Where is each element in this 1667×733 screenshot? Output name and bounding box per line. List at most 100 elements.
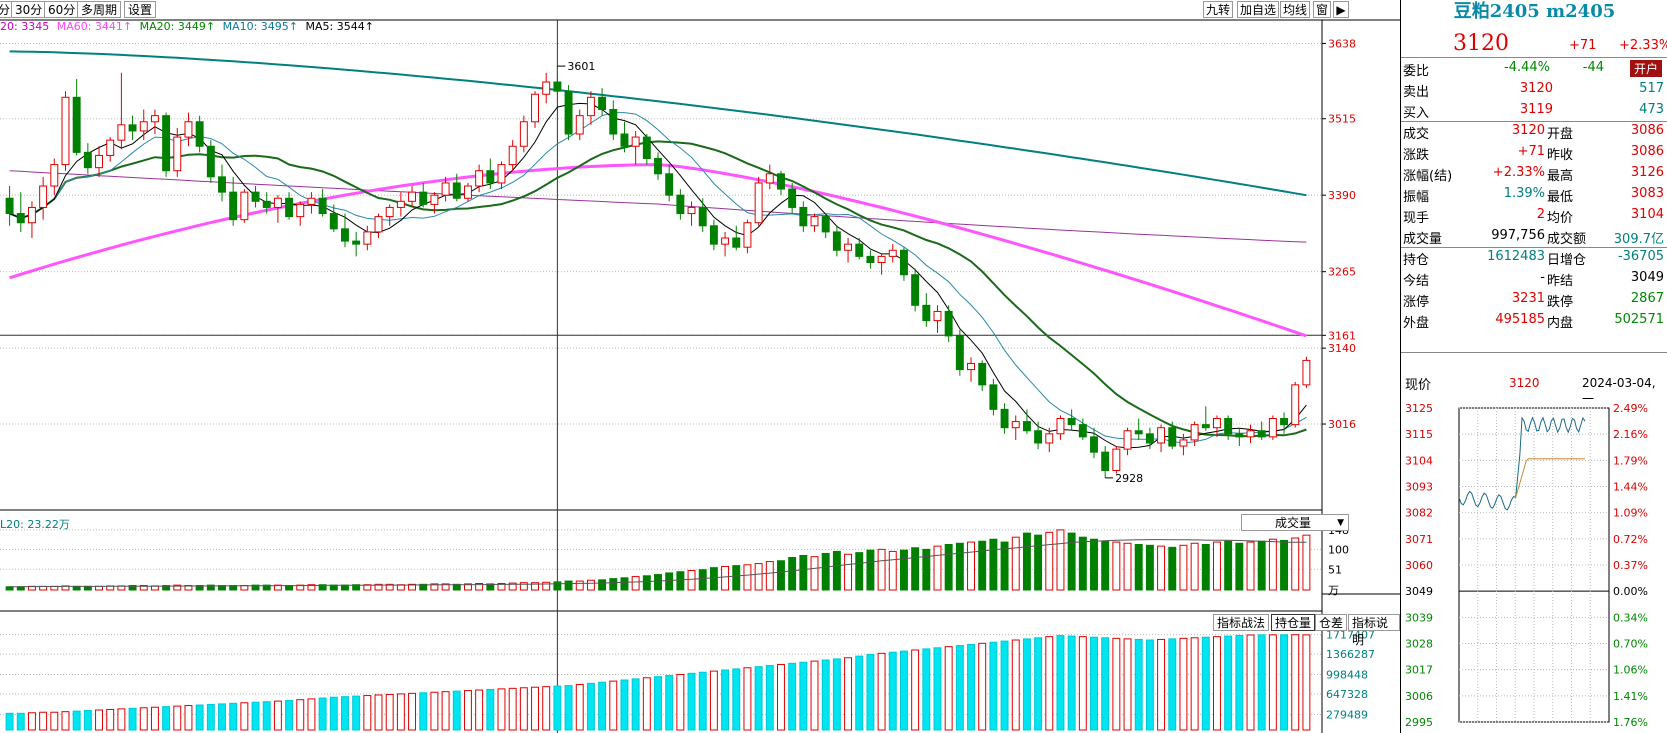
- candle-body[interactable]: [307, 197, 316, 205]
- candle-body[interactable]: [1179, 439, 1188, 447]
- open-interest-bar[interactable]: [139, 707, 148, 731]
- volume-bar[interactable]: [877, 548, 886, 591]
- open-interest-bar[interactable]: [978, 642, 987, 731]
- candle-body[interactable]: [95, 154, 103, 169]
- collapse-arrow-icon[interactable]: ▶: [1333, 1, 1349, 18]
- candle-body[interactable]: [296, 203, 305, 218]
- open-interest-bar[interactable]: [1280, 634, 1289, 731]
- open-interest-bar[interactable]: [810, 660, 819, 731]
- candle-body[interactable]: [1268, 418, 1277, 438]
- volume-bar[interactable]: [1235, 542, 1244, 591]
- candle-body[interactable]: [709, 225, 718, 245]
- open-interest-bar[interactable]: [83, 710, 92, 731]
- volume-bar[interactable]: [318, 584, 327, 591]
- candle-body[interactable]: [654, 157, 662, 175]
- volume-bar[interactable]: [1168, 546, 1177, 591]
- candle-body[interactable]: [463, 185, 472, 199]
- volume-bar[interactable]: [531, 582, 539, 591]
- open-interest-bar[interactable]: [61, 711, 70, 731]
- volume-bar[interactable]: [944, 544, 953, 591]
- candle-body[interactable]: [933, 310, 942, 322]
- volume-bar[interactable]: [777, 560, 785, 591]
- volume-bar[interactable]: [687, 570, 696, 591]
- open-interest-bar[interactable]: [519, 687, 528, 731]
- volume-bar[interactable]: [788, 557, 797, 591]
- open-interest-bar[interactable]: [1235, 635, 1244, 731]
- open-interest-bar[interactable]: [620, 679, 629, 731]
- open-interest-bar[interactable]: [955, 645, 964, 731]
- candle-body[interactable]: [665, 173, 674, 196]
- volume-bar[interactable]: [698, 569, 707, 591]
- open-interest-bar[interactable]: [150, 706, 159, 731]
- candle-body[interactable]: [855, 243, 864, 257]
- candle-body[interactable]: [967, 362, 975, 371]
- candle-body[interactable]: [218, 176, 226, 193]
- open-interest-bar[interactable]: [430, 691, 439, 731]
- volume-bar[interactable]: [1257, 540, 1266, 591]
- candle-body[interactable]: [162, 115, 171, 172]
- candle-body[interactable]: [531, 93, 539, 123]
- candle-body[interactable]: [553, 81, 562, 92]
- open-interest-bar[interactable]: [486, 688, 495, 731]
- open-interest-bar[interactable]: [240, 702, 249, 731]
- open-interest-bar[interactable]: [5, 712, 14, 731]
- volume-bar[interactable]: [553, 581, 562, 591]
- open-interest-bar[interactable]: [575, 683, 584, 731]
- volume-bar[interactable]: [430, 583, 439, 591]
- candle-body[interactable]: [1224, 418, 1233, 435]
- candle-body[interactable]: [229, 191, 238, 221]
- volume-bar[interactable]: [173, 584, 182, 591]
- volume-bar[interactable]: [285, 585, 294, 591]
- open-interest-bar[interactable]: [642, 677, 651, 731]
- candle-body[interactable]: [944, 310, 953, 337]
- candle-body[interactable]: [1101, 451, 1110, 472]
- open-interest-bar[interactable]: [676, 673, 685, 731]
- open-interest-bar[interactable]: [754, 666, 763, 731]
- open-interest-bar[interactable]: [39, 711, 48, 731]
- candle-body[interactable]: [83, 151, 92, 169]
- volume-bar[interactable]: [352, 584, 361, 591]
- candle-body[interactable]: [452, 182, 461, 199]
- candle-body[interactable]: [27, 206, 36, 224]
- open-interest-bar[interactable]: [631, 678, 640, 731]
- open-interest-bar[interactable]: [497, 688, 506, 731]
- candle-body[interactable]: [486, 170, 495, 184]
- open-interest-bar[interactable]: [777, 663, 785, 731]
- volume-bar[interactable]: [1022, 532, 1031, 591]
- open-interest-bar[interactable]: [262, 701, 271, 731]
- candle-body[interactable]: [396, 200, 405, 208]
- volume-bar[interactable]: [654, 574, 662, 591]
- open-interest-bar[interactable]: [173, 705, 182, 731]
- volume-bar[interactable]: [486, 583, 495, 591]
- indicator-help-tab[interactable]: 指标说明: [1348, 614, 1400, 647]
- open-interest-bar[interactable]: [989, 641, 998, 731]
- volume-bar[interactable]: [933, 545, 942, 591]
- candle-body[interactable]: [676, 194, 685, 215]
- volume-bar[interactable]: [1090, 538, 1098, 591]
- open-interest-bar[interactable]: [1045, 636, 1054, 731]
- open-interest-bar[interactable]: [251, 701, 260, 731]
- candle-body[interactable]: [922, 304, 931, 322]
- volume-bar[interactable]: [765, 561, 774, 591]
- candle-body[interactable]: [374, 216, 383, 233]
- volume-bar[interactable]: [586, 579, 595, 591]
- open-interest-bar[interactable]: [1168, 638, 1177, 731]
- volume-bar[interactable]: [1201, 544, 1210, 591]
- open-interest-bar[interactable]: [1101, 637, 1110, 731]
- open-interest-bar[interactable]: [184, 705, 193, 731]
- volume-bar[interactable]: [989, 538, 998, 591]
- candle-body[interactable]: [419, 191, 428, 205]
- open-interest-tab[interactable]: 持仓量: [1271, 614, 1316, 631]
- open-interest-bar[interactable]: [1268, 634, 1277, 731]
- open-interest-bar[interactable]: [542, 686, 551, 731]
- volume-bar[interactable]: [1045, 531, 1054, 591]
- candle-body[interactable]: [16, 213, 25, 224]
- tab-settings[interactable]: 设置: [124, 1, 157, 18]
- open-interest-bar[interactable]: [1302, 634, 1311, 731]
- candle-body[interactable]: [72, 96, 81, 153]
- volume-bar[interactable]: [1224, 540, 1233, 591]
- open-interest-bar[interactable]: [396, 693, 405, 731]
- candle-body[interactable]: [318, 197, 327, 215]
- candle-body[interactable]: [251, 191, 260, 202]
- open-interest-bar[interactable]: [385, 693, 394, 731]
